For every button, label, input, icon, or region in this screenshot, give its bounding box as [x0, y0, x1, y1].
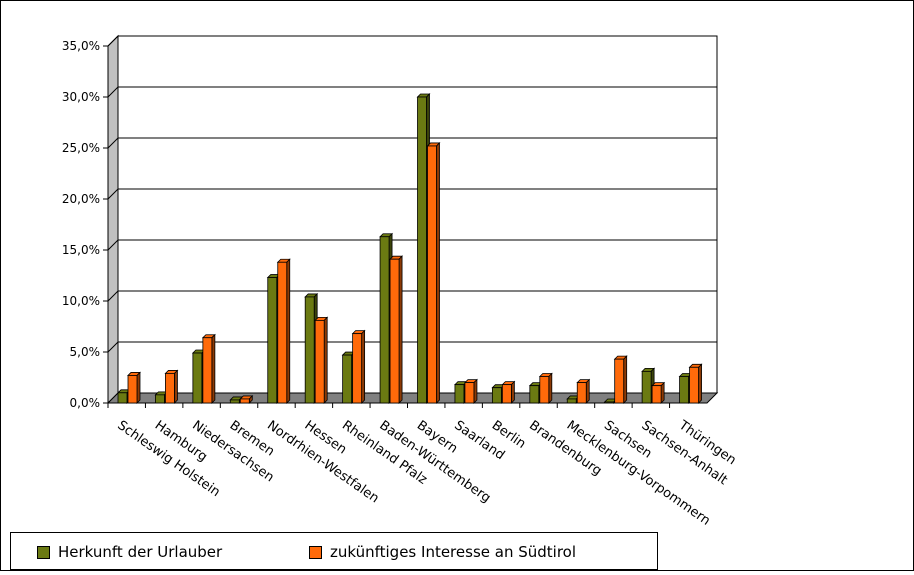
gridline: [107, 137, 717, 149]
legend-label-urlauber: Herkunft der Urlauber: [58, 543, 223, 561]
bar-interesse: [501, 380, 516, 404]
bar-interesse: [239, 394, 254, 404]
plot-side-wall: [107, 34, 119, 405]
gridline: [107, 290, 717, 302]
legend-swatch-interesse: [309, 545, 322, 559]
gridline: [107, 341, 717, 353]
bar-interesse: [201, 333, 216, 404]
bar-interesse: [613, 355, 628, 404]
gridline: [107, 188, 717, 200]
bar-interesse: [276, 258, 291, 404]
bar-interesse: [688, 363, 703, 404]
y-tick-label: 15,0%: [62, 243, 100, 257]
legend-item-interesse: zukünftiges Interesse an Südtirol: [309, 543, 576, 561]
y-tick-label: 5,0%: [70, 345, 101, 359]
bar-interesse: [314, 316, 329, 404]
legend: Herkunft der Urlauber zukünftiges Intere…: [10, 532, 658, 570]
bar-interesse: [389, 255, 404, 404]
bar-interesse: [127, 371, 141, 404]
bar-interesse: [538, 372, 553, 404]
bar-interesse: [164, 369, 179, 404]
y-tick-label: 35,0%: [62, 39, 100, 53]
gridline: [107, 239, 717, 251]
bar-interesse: [576, 378, 591, 404]
gridline: [107, 35, 717, 47]
legend-swatch-urlauber: [37, 545, 50, 559]
bar-interesse: [463, 378, 478, 404]
y-tick-label: 10,0%: [62, 294, 100, 308]
y-tick-label: 25,0%: [62, 141, 100, 155]
bar-interesse: [426, 141, 441, 404]
y-tick-label: 0,0%: [70, 396, 101, 410]
y-tick-label: 20,0%: [62, 192, 100, 206]
legend-label-interesse: zukünftiges Interesse an Südtirol: [330, 543, 576, 561]
gridline: [107, 86, 717, 98]
bar-interesse: [651, 381, 666, 404]
bar-interesse: [351, 329, 366, 404]
y-tick-label: 30,0%: [62, 90, 100, 104]
legend-item-urlauber: Herkunft der Urlauber: [37, 543, 222, 561]
